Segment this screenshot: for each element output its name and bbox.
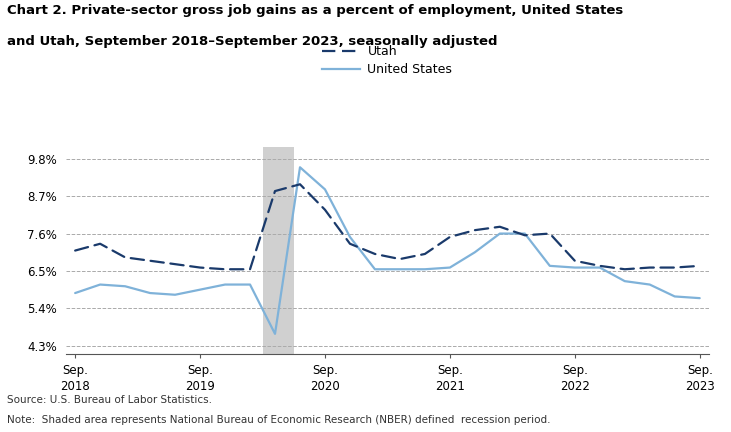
- Text: Note:  Shaded area represents National Bureau of Economic Research (NBER) define: Note: Shaded area represents National Bu…: [7, 415, 551, 425]
- Legend: Utah, United States: Utah, United States: [322, 45, 452, 76]
- Bar: [262, 147, 294, 354]
- Text: and Utah, September 2018–September 2023, seasonally adjusted: and Utah, September 2018–September 2023,…: [7, 35, 498, 48]
- Text: Chart 2. Private-sector gross job gains as a percent of employment, United State: Chart 2. Private-sector gross job gains …: [7, 4, 624, 17]
- Text: Source: U.S. Bureau of Labor Statistics.: Source: U.S. Bureau of Labor Statistics.: [7, 395, 212, 405]
